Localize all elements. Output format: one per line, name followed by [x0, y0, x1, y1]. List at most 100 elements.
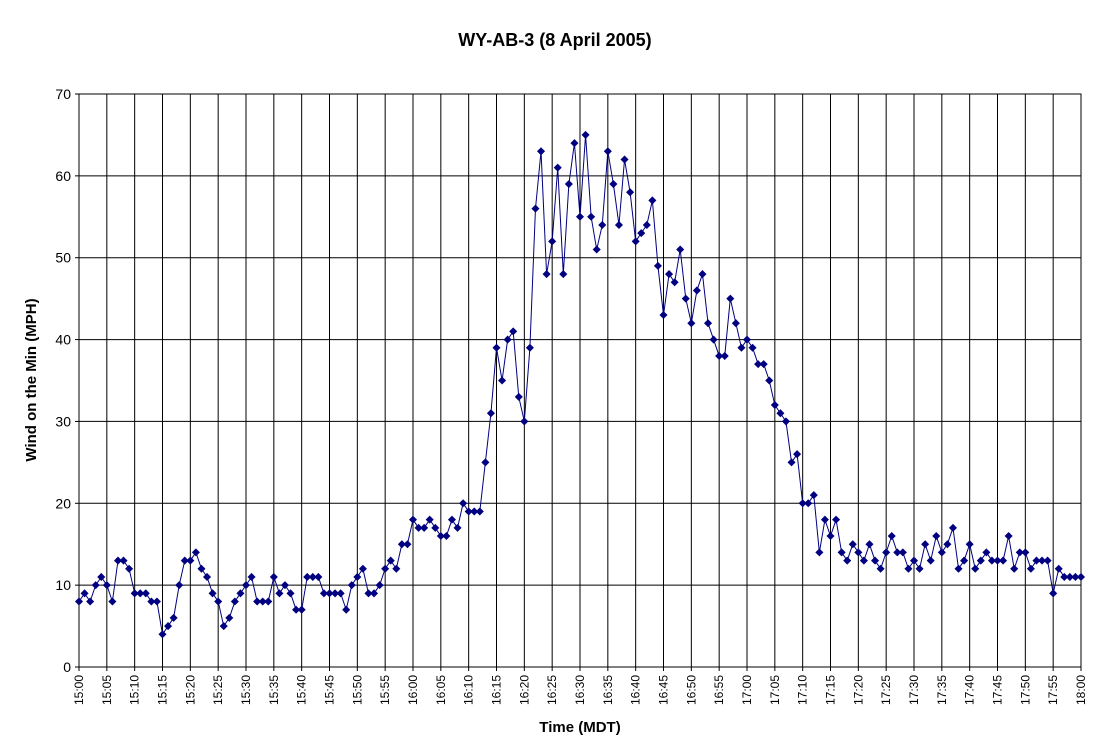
data-point: [665, 270, 674, 279]
x-tick-label: 17:40: [963, 675, 977, 705]
data-point: [832, 515, 841, 524]
data-point: [80, 589, 89, 598]
x-tick-label: 15:10: [128, 675, 142, 705]
data-point: [498, 376, 507, 385]
data-point: [442, 532, 451, 541]
data-point: [921, 540, 930, 549]
data-point: [570, 139, 579, 148]
data-point: [1010, 564, 1019, 573]
data-point: [91, 581, 100, 590]
data-point: [871, 556, 880, 565]
data-point: [993, 556, 1002, 565]
data-point: [1043, 556, 1052, 565]
data-point: [882, 548, 891, 557]
data-point: [258, 597, 267, 606]
data-point: [670, 278, 679, 287]
data-point: [809, 491, 818, 500]
data-point: [587, 212, 596, 221]
data-point: [180, 556, 189, 565]
data-point: [197, 564, 206, 573]
data-point: [553, 163, 562, 172]
data-point: [575, 212, 585, 221]
data-point: [1004, 532, 1013, 541]
data-point: [436, 532, 445, 541]
data-point: [759, 360, 768, 369]
x-tick-label: 17:30: [907, 675, 921, 705]
y-tick-label: 30: [55, 413, 71, 429]
x-tick-label: 15:05: [100, 675, 114, 705]
data-point: [976, 556, 985, 565]
data-point: [97, 572, 106, 581]
data-point: [225, 613, 234, 622]
data-point: [1060, 572, 1069, 581]
data-point: [342, 605, 351, 614]
y-tick-label: 70: [55, 86, 71, 102]
data-point: [898, 548, 907, 557]
x-tick-label: 16:45: [657, 675, 671, 705]
x-tick-label: 16:50: [684, 675, 698, 705]
x-tick-label: 17:05: [768, 675, 782, 705]
data-point: [186, 556, 195, 565]
data-point: [1054, 564, 1063, 573]
data-point: [175, 581, 184, 590]
data-point: [230, 597, 239, 606]
x-tick-label: 17:55: [1046, 675, 1060, 705]
data-point: [486, 409, 495, 418]
data-point: [269, 572, 278, 581]
data-point: [720, 351, 729, 360]
data-point: [653, 261, 662, 270]
x-tick-label: 16:20: [517, 675, 531, 705]
y-tick-label: 10: [55, 577, 71, 593]
data-point: [108, 597, 117, 606]
data-point: [347, 581, 356, 590]
data-point: [848, 540, 857, 549]
data-point: [292, 605, 301, 614]
data-point: [113, 556, 122, 565]
x-axis: 15:00 15:05 15:10 15:15 15:20 15:25 15:30 15:35…: [72, 667, 1088, 705]
data-point: [253, 597, 262, 606]
data-point: [537, 147, 546, 156]
data-point: [353, 572, 362, 581]
data-point: [147, 597, 156, 606]
data-point: [286, 589, 295, 598]
data-point: [336, 589, 345, 598]
data-point: [119, 556, 128, 565]
data-point: [420, 523, 429, 532]
data-point: [520, 417, 529, 426]
data-point: [754, 360, 763, 369]
x-tick-label: 15:00: [72, 675, 86, 705]
data-point: [464, 507, 473, 516]
data-point: [475, 507, 484, 516]
data-point: [447, 515, 456, 524]
data-point: [1021, 548, 1030, 557]
data-point: [275, 589, 284, 598]
data-point: [715, 351, 724, 360]
x-tick-label: 15:20: [183, 675, 197, 705]
data-point: [102, 581, 111, 590]
data-point: [893, 548, 902, 557]
data-point: [709, 335, 718, 344]
x-tick-label: 15:50: [350, 675, 364, 705]
data-point: [609, 180, 618, 189]
data-point: [164, 622, 173, 631]
data-point: [787, 458, 796, 467]
x-tick-label: 16:35: [601, 675, 615, 705]
data-point: [136, 589, 145, 598]
y-tick-label: 20: [55, 495, 71, 511]
data-point: [820, 515, 829, 524]
data-point: [793, 450, 802, 459]
data-point: [386, 556, 395, 565]
data-point: [319, 589, 328, 598]
data-point: [631, 237, 640, 246]
data-point: [525, 343, 534, 352]
data-point: [425, 515, 434, 524]
data-point: [408, 515, 418, 524]
data-point: [815, 548, 824, 557]
data-point: [503, 335, 512, 344]
data-point: [1076, 572, 1086, 581]
data-point: [358, 564, 367, 573]
x-tick-label: 16:25: [545, 675, 559, 705]
data-point: [1038, 556, 1047, 565]
data-point: [965, 540, 974, 549]
